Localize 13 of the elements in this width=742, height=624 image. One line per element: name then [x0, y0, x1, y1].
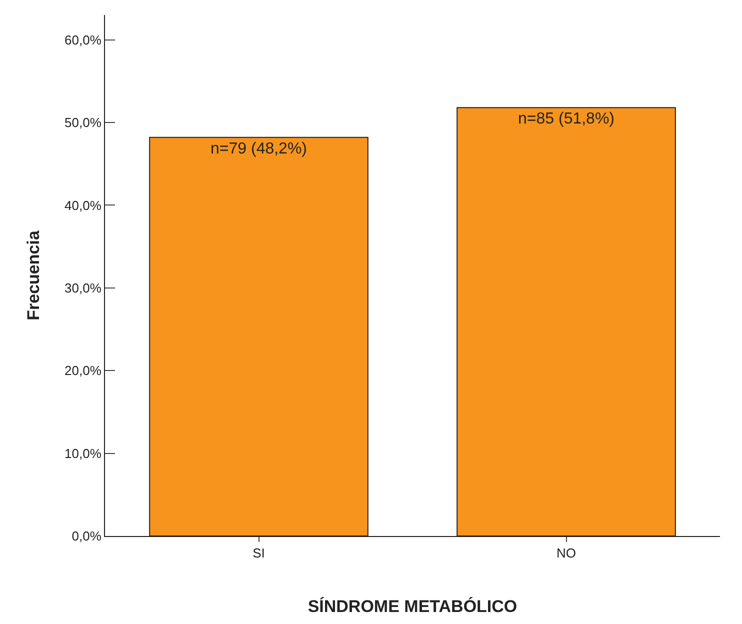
y-tick-label: 30,0% — [64, 280, 102, 296]
y-tick-label: 60,0% — [64, 32, 102, 48]
y-axis-title: Frecuencia — [24, 230, 44, 320]
data-label: n=85 (51,8%) — [518, 110, 615, 128]
y-tick-label: 0,0% — [72, 528, 102, 544]
y-tick-label: 40,0% — [64, 198, 102, 213]
x-tick-label: NO — [556, 546, 576, 561]
x-tick-label: SI — [252, 546, 265, 561]
y-tick-label: 20,0% — [64, 363, 102, 378]
x-axis-title: SÍNDROME METABÓLICO — [308, 596, 518, 616]
data-label: n=79 (48,2%) — [210, 140, 308, 158]
y-tick-label: 50,0% — [64, 115, 102, 130]
y-tick-label: 10,0% — [64, 446, 102, 461]
